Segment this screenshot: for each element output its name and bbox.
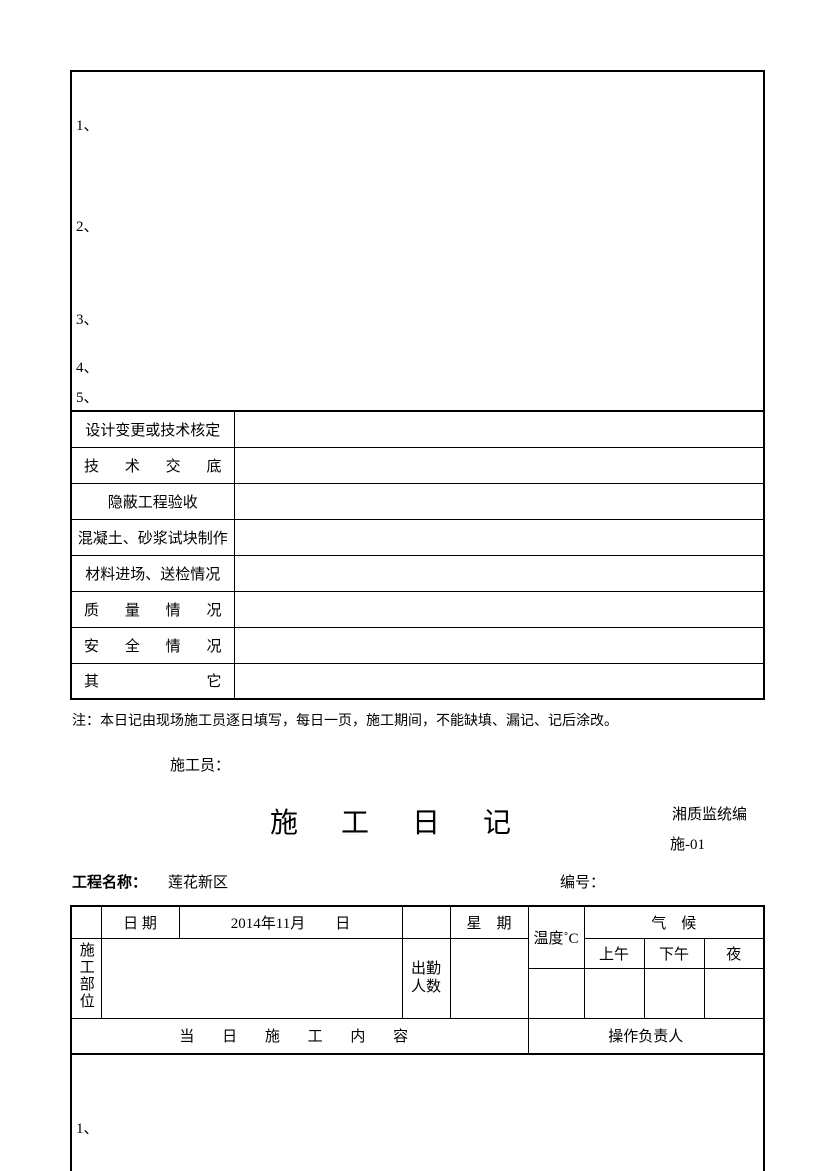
row-value xyxy=(234,591,764,627)
row-value xyxy=(234,663,764,699)
weather-pm-header: 下午 xyxy=(644,938,704,968)
content-body-box: 1、 xyxy=(70,1055,765,1171)
row-label-material-check: 材料进场、送检情况 xyxy=(71,555,234,591)
attendance-header: 出勤人数 xyxy=(402,938,450,1018)
construction-part-value xyxy=(101,938,402,1018)
weather-pm-value xyxy=(644,968,704,1018)
row-label-concrete-block: 混凝土、砂浆试块制作 xyxy=(71,519,234,555)
temperature-value xyxy=(528,968,584,1018)
attendance-value xyxy=(450,938,528,1018)
row-value xyxy=(234,483,764,519)
row-label-safety: 安 全 情 况 xyxy=(71,627,234,663)
operator-responsible-header: 操作负责人 xyxy=(528,1018,764,1054)
row-value xyxy=(234,627,764,663)
note-number-1: 1、 xyxy=(76,114,99,135)
project-row: 工程名称： 莲花新区 编号： xyxy=(70,871,767,895)
log-header-table: 日 期 2014年11月 日 星 期 温度˚C 气 候 施工部位 出勤人数 上午… xyxy=(70,905,765,1055)
weather-am-header: 上午 xyxy=(584,938,644,968)
document-title: 施 工 日 记 xyxy=(270,801,529,841)
category-table: 设计变更或技术核定 技 术 交 底 隐蔽工程验收 混凝土、砂浆试块制作 材料进场… xyxy=(70,410,765,700)
row-value xyxy=(234,447,764,483)
form-code: 施-01 xyxy=(670,833,705,854)
temperature-header: 温度˚C xyxy=(528,906,584,968)
note-number-2: 2、 xyxy=(76,215,99,236)
note-number-3: 3、 xyxy=(76,308,99,329)
date-header: 日 期 xyxy=(101,906,179,938)
construction-part-header: 施工部位 xyxy=(71,938,101,1018)
week-header: 星 期 xyxy=(450,906,528,938)
weather-header: 气 候 xyxy=(584,906,764,938)
note-number-5: 5、 xyxy=(76,386,99,407)
operator-label: 施工员： xyxy=(170,754,767,775)
footnote-text: 注：本日记由现场施工员逐日填写，每日一页，施工期间，不能缺填、漏记、记后涂改。 xyxy=(72,710,767,730)
weather-night-value xyxy=(704,968,764,1018)
numbered-notes-box: 1、 2、 3、 4、 5、 xyxy=(70,70,765,410)
spacer-cell xyxy=(402,906,450,938)
daily-content-header: 当 日 施 工 内 容 xyxy=(71,1018,528,1054)
title-row: 施 工 日 记 湘质监统编 施-01 xyxy=(70,801,767,861)
row-label-hidden-acceptance: 隐蔽工程验收 xyxy=(71,483,234,519)
project-name-value: 莲花新区 xyxy=(168,871,228,892)
row-label-other: 其 它 xyxy=(71,663,234,699)
weather-am-value xyxy=(584,968,644,1018)
weather-night-header: 夜 xyxy=(704,938,764,968)
row-value xyxy=(234,411,764,447)
serial-number-label: 编号： xyxy=(560,871,605,892)
xiang-quality-label: 湘质监统编 xyxy=(672,803,747,824)
row-label-design-change: 设计变更或技术核定 xyxy=(71,411,234,447)
row-label-quality: 质 量 情 况 xyxy=(71,591,234,627)
spacer-cell xyxy=(71,906,101,938)
row-value xyxy=(234,555,764,591)
row-value xyxy=(234,519,764,555)
date-value: 2014年11月 日 xyxy=(179,906,402,938)
content-number-1: 1、 xyxy=(76,1117,99,1138)
note-number-4: 4、 xyxy=(76,356,99,377)
project-name-label: 工程名称： xyxy=(72,871,147,892)
row-label-tech-disclosure: 技 术 交 底 xyxy=(71,447,234,483)
